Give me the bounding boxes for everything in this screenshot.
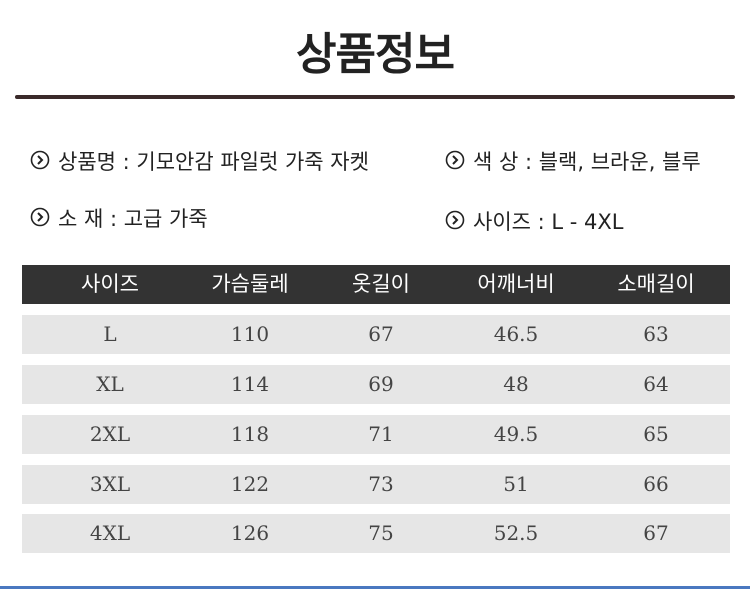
table-cell: 126 <box>230 521 270 545</box>
table-cell: 122 <box>230 472 270 496</box>
table-cell: 75 <box>368 521 394 545</box>
table-row: L 110 67 46.5 63 <box>22 315 730 354</box>
table-cell: 67 <box>643 521 669 545</box>
column-header: 소매길이 <box>617 272 695 296</box>
table-row: 2XL 118 71 49.5 65 <box>22 415 730 454</box>
table-cell: 2XL <box>89 422 131 446</box>
bullet-icon <box>30 207 50 227</box>
column-header: 가슴둘레 <box>211 272 289 296</box>
info-text: 상품명 : 기모안감 파일럿 가죽 자켓 <box>58 150 369 174</box>
table-cell: 67 <box>368 322 394 346</box>
table-row: 3XL 122 73 51 66 <box>22 465 730 504</box>
table-cell: L <box>103 322 117 346</box>
table-cell: 49.5 <box>493 422 539 446</box>
table-cell: 51 <box>503 472 529 496</box>
table-cell: 63 <box>643 322 669 346</box>
table-header: 사이즈 가슴둘레 옷길이 어깨너비 소매길이 <box>22 265 730 304</box>
column-header: 어깨너비 <box>477 272 555 296</box>
table-row: XL 114 69 48 64 <box>22 365 730 404</box>
info-text: 사이즈 : L - 4XL <box>473 210 624 234</box>
table-cell: 46.5 <box>493 322 539 346</box>
info-text: 색 상 : 블랙, 브라운, 블루 <box>473 150 701 174</box>
table-cell: 114 <box>230 372 270 396</box>
table-cell: 4XL <box>89 521 131 545</box>
table-cell: 73 <box>368 472 394 496</box>
table-cell: 48 <box>503 372 529 396</box>
table-cell: 3XL <box>89 472 131 496</box>
column-header: 사이즈 <box>81 272 139 296</box>
table-cell: XL <box>96 372 124 396</box>
info-text: 소 재 : 고급 가죽 <box>58 207 208 231</box>
table-cell: 110 <box>230 322 270 346</box>
divider <box>15 95 735 99</box>
page-title: 상품정보 <box>296 29 455 80</box>
table-cell: 66 <box>643 472 669 496</box>
bullet-icon <box>30 150 50 170</box>
table-cell: 118 <box>230 422 270 446</box>
table-cell: 69 <box>368 372 394 396</box>
table-cell: 71 <box>368 422 394 446</box>
column-header: 옷길이 <box>352 272 410 296</box>
bullet-icon <box>445 150 465 170</box>
table-cell: 64 <box>643 372 669 396</box>
bottom-border <box>0 586 750 589</box>
table-cell: 65 <box>643 422 669 446</box>
table-row: 4XL 126 75 52.5 67 <box>22 514 730 553</box>
bullet-icon <box>445 210 465 230</box>
table-cell: 52.5 <box>493 521 539 545</box>
